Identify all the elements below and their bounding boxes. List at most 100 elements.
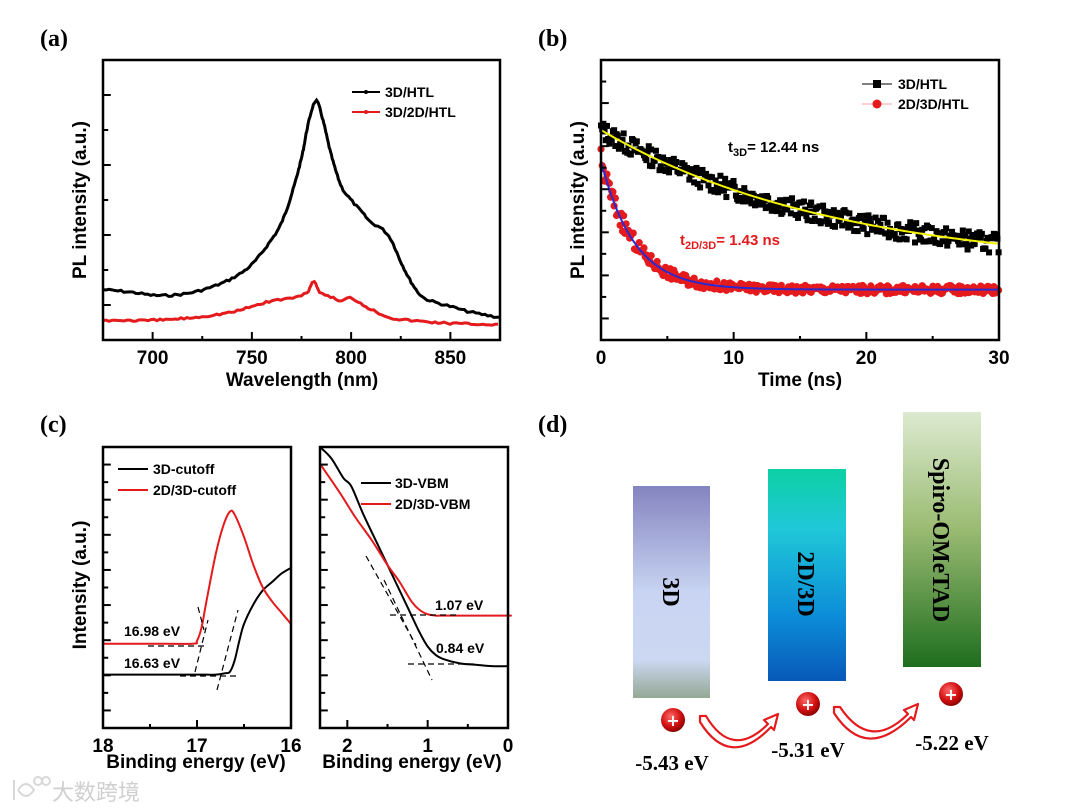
data-point xyxy=(730,177,737,184)
y-axis-title: PL intensity (a.u.) xyxy=(70,121,91,279)
data-point xyxy=(768,207,775,214)
x-axis-title: Time (ns) xyxy=(758,370,842,391)
x-tick-label: 0 xyxy=(596,348,607,369)
data-point xyxy=(847,222,854,229)
plot-frame xyxy=(101,58,502,342)
data-point xyxy=(644,148,651,155)
data-point xyxy=(773,208,780,215)
data-point xyxy=(694,180,701,187)
data-point xyxy=(952,232,959,239)
data-point xyxy=(709,174,716,181)
data-point xyxy=(784,206,791,213)
x-tick-label: 16 xyxy=(280,736,301,757)
data-point xyxy=(945,238,952,245)
annotation-1-07: 1.07 eV xyxy=(435,597,484,613)
hole-icon: + xyxy=(939,682,963,706)
data-point xyxy=(731,183,738,190)
data-point xyxy=(843,219,850,226)
data-point xyxy=(692,168,699,175)
x-axis-title-left: Binding energy (eV) xyxy=(106,752,285,773)
data-point xyxy=(612,143,619,150)
tangent-line xyxy=(197,606,205,631)
data-point xyxy=(839,222,846,229)
data-point xyxy=(633,138,640,145)
panel-d-diagram: 3D 2D/3D Spiro-OMeTAD + + + -5.43 eV -5.… xyxy=(633,412,989,775)
data-point xyxy=(978,230,985,237)
svg-text:+: + xyxy=(801,695,814,714)
transfer-arrow-icon xyxy=(698,712,780,749)
data-point xyxy=(713,277,721,285)
data-point xyxy=(931,236,938,243)
legend: 3D/HTL 3D/2D/HTL xyxy=(352,84,456,120)
data-point xyxy=(866,215,873,222)
data-point xyxy=(800,198,807,205)
data-point xyxy=(860,225,867,232)
data-point xyxy=(611,127,618,134)
data-point xyxy=(963,241,970,248)
legend-label: 2D/3D-cutoff xyxy=(153,482,237,498)
panel-label-d: (d) xyxy=(538,412,567,438)
data-point xyxy=(606,140,613,147)
data-point xyxy=(944,242,951,249)
x-tick-label: 800 xyxy=(335,348,367,369)
data-point xyxy=(943,225,950,232)
legend-label: 3D/2D/HTL xyxy=(385,104,456,120)
data-point xyxy=(875,217,882,224)
data-point xyxy=(640,244,648,252)
data-point xyxy=(842,209,849,216)
data-point xyxy=(820,202,827,209)
legend-marker xyxy=(364,110,368,114)
data-point xyxy=(703,170,710,177)
legend-marker-circle xyxy=(872,99,882,109)
data-point xyxy=(956,241,963,248)
fit-line-2d-3d xyxy=(600,160,999,291)
data-point xyxy=(700,177,707,184)
fit-line-3d xyxy=(600,129,1000,245)
data-point xyxy=(910,225,917,232)
hole-icon: + xyxy=(796,692,820,716)
data-point xyxy=(861,218,868,225)
data-point xyxy=(832,223,839,230)
data-point xyxy=(686,176,693,183)
data-point xyxy=(994,235,1001,242)
data-point xyxy=(851,227,858,234)
data-point xyxy=(630,137,637,144)
x-tick-label: 18 xyxy=(92,736,113,757)
data-point xyxy=(909,221,916,228)
lifetime-annotation-3d: t3D= 12.44 ns xyxy=(728,139,819,159)
data-point xyxy=(670,155,677,162)
data-point xyxy=(737,188,744,195)
data-point xyxy=(732,192,739,199)
data-point xyxy=(649,163,656,170)
data-point xyxy=(898,229,905,236)
data-point xyxy=(760,200,767,207)
data-point xyxy=(614,132,621,139)
data-point xyxy=(723,194,730,201)
x-tick-label: 0 xyxy=(503,736,514,757)
data-point xyxy=(802,206,809,213)
data-point xyxy=(811,215,818,222)
legend-label: 2D/3D/HTL xyxy=(898,96,969,112)
panel-label-c: (c) xyxy=(40,412,67,438)
x-tick-label: 850 xyxy=(435,348,467,369)
data-point xyxy=(864,231,871,238)
data-point xyxy=(959,227,966,234)
band-label-3d: 3D xyxy=(657,577,683,606)
data-point xyxy=(618,142,625,149)
data-point xyxy=(969,231,976,238)
data-point xyxy=(655,153,662,160)
svg-text:+: + xyxy=(944,685,957,704)
data-point xyxy=(779,209,786,216)
data-point xyxy=(759,193,766,200)
data-point xyxy=(986,249,993,256)
transfer-arrow-icon xyxy=(832,702,920,740)
series-line-3d-cutoff xyxy=(103,566,292,676)
tangent-line xyxy=(216,609,239,691)
legend-label: 3D/HTL xyxy=(385,84,434,100)
data-point xyxy=(795,214,802,221)
energy-label-2d-3d: -5.31 eV xyxy=(771,738,844,762)
annotation-0-84: 0.84 eV xyxy=(436,640,485,656)
data-point xyxy=(888,227,895,234)
panel-b-chart: 0 10 20 30 Time (ns) PL intensity (a.u.) 3D… xyxy=(568,58,1010,391)
